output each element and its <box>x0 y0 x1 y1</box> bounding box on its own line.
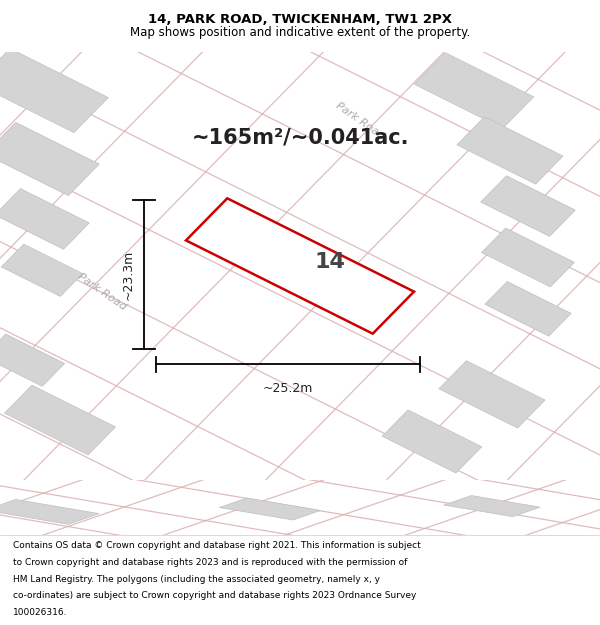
Polygon shape <box>457 117 563 184</box>
Text: Park Road: Park Road <box>334 100 386 141</box>
Polygon shape <box>481 176 575 236</box>
Text: ~165m²/~0.041ac.: ~165m²/~0.041ac. <box>191 127 409 148</box>
Text: to Crown copyright and database rights 2023 and is reproduced with the permissio: to Crown copyright and database rights 2… <box>13 558 407 567</box>
Polygon shape <box>0 334 65 386</box>
Text: ~23.3m: ~23.3m <box>122 249 135 299</box>
Text: Park Road: Park Road <box>76 271 128 312</box>
Text: 100026316.: 100026316. <box>13 608 68 617</box>
Polygon shape <box>414 52 534 128</box>
Text: Map shows position and indicative extent of the property.: Map shows position and indicative extent… <box>130 26 470 39</box>
Polygon shape <box>0 122 99 196</box>
Polygon shape <box>485 281 571 336</box>
Text: HM Land Registry. The polygons (including the associated geometry, namely x, y: HM Land Registry. The polygons (includin… <box>13 574 380 584</box>
Polygon shape <box>1 244 83 296</box>
Polygon shape <box>439 361 545 428</box>
Text: ~25.2m: ~25.2m <box>263 381 313 394</box>
Text: 14: 14 <box>314 252 346 272</box>
Polygon shape <box>220 498 320 520</box>
Text: co-ordinates) are subject to Crown copyright and database rights 2023 Ordnance S: co-ordinates) are subject to Crown copyr… <box>13 591 416 601</box>
Text: 14, PARK ROAD, TWICKENHAM, TW1 2PX: 14, PARK ROAD, TWICKENHAM, TW1 2PX <box>148 13 452 26</box>
Polygon shape <box>444 496 540 517</box>
Polygon shape <box>0 499 99 524</box>
Bar <box>0 535 600 625</box>
Polygon shape <box>186 198 414 334</box>
Polygon shape <box>382 410 482 473</box>
Text: Contains OS data © Crown copyright and database right 2021. This information is : Contains OS data © Crown copyright and d… <box>13 541 421 550</box>
Polygon shape <box>0 189 89 249</box>
Polygon shape <box>4 385 116 455</box>
Polygon shape <box>0 49 109 132</box>
Polygon shape <box>482 228 574 287</box>
